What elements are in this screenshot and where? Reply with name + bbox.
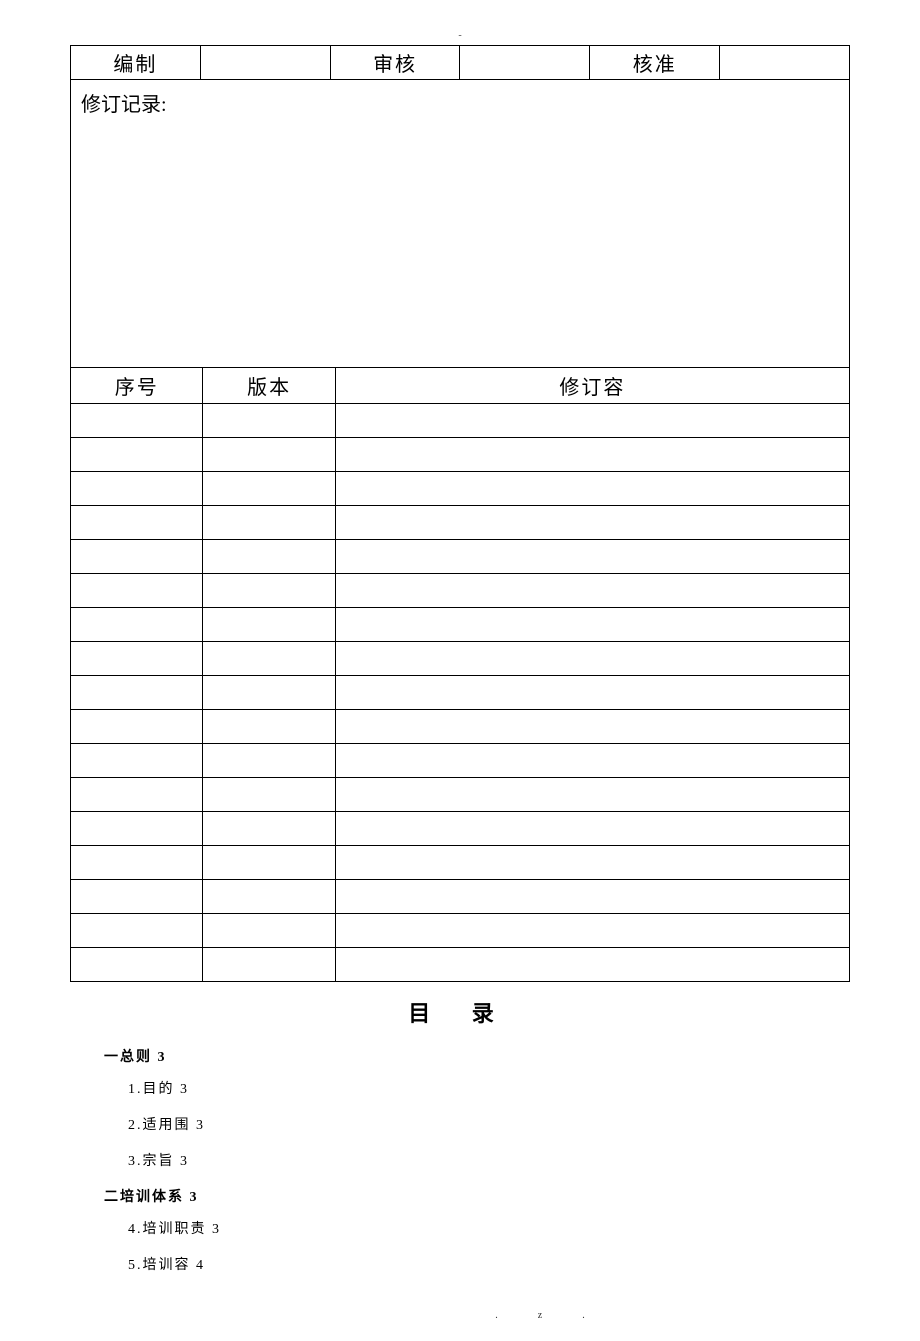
table-cell [71, 812, 203, 846]
table-cell [203, 506, 335, 540]
table-row [71, 846, 850, 880]
approval-label-review: 审核 [330, 46, 460, 80]
table-cell [203, 744, 335, 778]
approval-row: 编制 审核 核准 [71, 46, 850, 80]
revision-table: 序号 版本 修订容 [70, 367, 850, 982]
table-cell [71, 914, 203, 948]
table-cell [335, 812, 849, 846]
table-cell [335, 948, 849, 982]
approval-table: 编制 审核 核准 [70, 45, 850, 80]
table-row [71, 676, 850, 710]
table-cell [203, 914, 335, 948]
table-cell [335, 540, 849, 574]
revision-header-version: 版本 [203, 368, 335, 404]
table-cell [203, 540, 335, 574]
table-cell [71, 608, 203, 642]
approval-label-compile: 编制 [71, 46, 201, 80]
table-row [71, 438, 850, 472]
revision-table-body [71, 404, 850, 982]
table-cell [203, 608, 335, 642]
revision-record-area: 修订记录: [70, 80, 850, 368]
toc-item: 5.培训容 4 [128, 1252, 850, 1280]
toc-item: 2.适用围 3 [128, 1112, 850, 1140]
table-row [71, 506, 850, 540]
table-cell [335, 744, 849, 778]
table-row [71, 812, 850, 846]
table-cell [71, 540, 203, 574]
revision-record-label: 修订记录: [81, 94, 167, 116]
table-cell [71, 710, 203, 744]
table-cell [203, 846, 335, 880]
table-cell [71, 642, 203, 676]
approval-blank-compile [200, 46, 330, 80]
toc-body: 一总则 3 1.目的 3 2.适用围 3 3.宗旨 3 二培训体系 3 4.培训职责 3 5… [70, 1046, 850, 1280]
table-row [71, 404, 850, 438]
toc-item: 1.目的 3 [128, 1076, 850, 1104]
table-cell [335, 710, 849, 744]
table-cell [335, 778, 849, 812]
table-cell [203, 472, 335, 506]
table-cell [203, 880, 335, 914]
table-cell [335, 914, 849, 948]
table-cell [203, 574, 335, 608]
table-cell [71, 846, 203, 880]
toc-title: 目 录 [70, 996, 850, 1028]
table-row [71, 472, 850, 506]
table-row [71, 710, 850, 744]
table-row [71, 744, 850, 778]
toc-section-heading: 一总则 3 [104, 1046, 850, 1066]
toc-section-heading: 二培训体系 3 [104, 1186, 850, 1206]
toc-item: 3.宗旨 3 [128, 1148, 850, 1176]
table-row [71, 608, 850, 642]
table-cell [71, 472, 203, 506]
table-cell [71, 438, 203, 472]
table-row [71, 574, 850, 608]
table-row [71, 540, 850, 574]
table-row [71, 642, 850, 676]
table-cell [71, 880, 203, 914]
table-row [71, 948, 850, 982]
table-cell [71, 574, 203, 608]
table-cell [71, 676, 203, 710]
table-cell [335, 608, 849, 642]
table-cell [71, 948, 203, 982]
table-cell [203, 812, 335, 846]
table-row [71, 880, 850, 914]
table-cell [335, 574, 849, 608]
toc-item: 4.培训职责 3 [128, 1216, 850, 1244]
table-cell [71, 506, 203, 540]
table-cell [335, 472, 849, 506]
table-cell [335, 438, 849, 472]
table-cell [203, 778, 335, 812]
table-cell [335, 642, 849, 676]
table-cell [335, 676, 849, 710]
table-cell [203, 642, 335, 676]
table-cell [71, 404, 203, 438]
table-cell [203, 438, 335, 472]
table-cell [203, 710, 335, 744]
revision-header-content: 修订容 [335, 368, 849, 404]
revision-header-row: 序号 版本 修订容 [71, 368, 850, 404]
revision-header-seq: 序号 [71, 368, 203, 404]
header-mark: - [70, 30, 850, 41]
footer-marks: .z. [70, 1310, 850, 1321]
table-row [71, 778, 850, 812]
approval-blank-approve [720, 46, 850, 80]
table-cell [335, 880, 849, 914]
table-cell [203, 404, 335, 438]
table-cell [335, 846, 849, 880]
table-cell [335, 506, 849, 540]
table-cell [71, 778, 203, 812]
table-cell [203, 676, 335, 710]
table-row [71, 914, 850, 948]
table-cell [71, 744, 203, 778]
approval-label-approve: 核准 [590, 46, 720, 80]
table-cell [335, 404, 849, 438]
approval-blank-review [460, 46, 590, 80]
table-cell [203, 948, 335, 982]
